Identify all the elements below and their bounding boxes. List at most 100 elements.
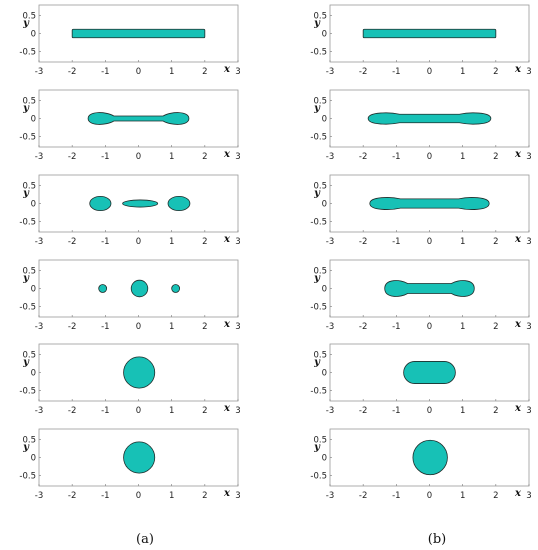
- x-tick-label: 1: [169, 491, 174, 501]
- panel-b-3: -3 -2 -1 0 1 2 3 0.5 0 -0.5 x y: [310, 174, 532, 247]
- x-tick-label: 2: [202, 152, 207, 162]
- panel-a-2: -3 -2 -1 0 1 2 3 0.5 0 -0.5 x y: [19, 89, 241, 162]
- y-axis-label: y: [22, 357, 30, 368]
- x-tick-label: 0: [136, 152, 141, 162]
- x-tick-label: -2: [68, 152, 76, 162]
- y-tick-label: 0.5: [313, 182, 327, 192]
- x-tick-label: -3: [326, 237, 334, 247]
- x-axis-label: x: [514, 234, 522, 245]
- x-axis-label: x: [514, 149, 522, 160]
- y-tick-label: -0.5: [310, 471, 327, 481]
- y-tick-label: -0.5: [310, 132, 327, 142]
- droplet-shape: [89, 195, 112, 212]
- x-tick-label: 3: [526, 237, 531, 247]
- y-tick-label: 0.5: [313, 97, 327, 107]
- x-tick-label: 1: [460, 322, 465, 332]
- x-tick-label: -3: [326, 406, 334, 416]
- y-tick-label: -0.5: [19, 302, 36, 312]
- y-axis-label: y: [22, 103, 30, 114]
- y-axis-label: y: [313, 103, 321, 114]
- x-tick-label: 0: [427, 491, 432, 501]
- y-axis-label: y: [313, 442, 321, 453]
- x-tick-label: 3: [235, 406, 240, 416]
- x-tick-label: -2: [359, 322, 367, 332]
- caption-a: (a): [136, 532, 154, 547]
- x-tick-label: -3: [326, 152, 334, 162]
- y-tick-label: -0.5: [310, 386, 327, 396]
- x-tick-label: 1: [460, 237, 465, 247]
- x-axis-label: x: [223, 234, 231, 245]
- x-tick-label: 1: [169, 152, 174, 162]
- y-tick-label: -0.5: [19, 47, 36, 57]
- x-tick-label: -1: [392, 322, 400, 332]
- y-axis-label: y: [313, 18, 321, 29]
- y-tick-label: 0: [31, 115, 36, 125]
- y-tick-label: 0: [322, 285, 327, 295]
- x-tick-label: -3: [326, 322, 334, 332]
- x-tick-label: -2: [359, 406, 367, 416]
- x-tick-label: 2: [202, 322, 207, 332]
- y-tick-label: -0.5: [19, 471, 36, 481]
- x-tick-label: 1: [460, 67, 465, 77]
- droplet-shape: [123, 356, 156, 389]
- x-tick-label: 3: [526, 491, 531, 501]
- droplet-shape: [130, 279, 149, 298]
- droplet-shape: [171, 284, 181, 293]
- x-tick-label: -1: [101, 322, 109, 332]
- x-tick-label: 3: [235, 67, 240, 77]
- x-tick-label: 2: [202, 406, 207, 416]
- x-axis-label: x: [223, 149, 231, 160]
- x-tick-label: 3: [235, 322, 240, 332]
- x-tick-label: 0: [136, 322, 141, 332]
- x-tick-label: 0: [136, 67, 141, 77]
- y-tick-label: 0.5: [22, 436, 36, 446]
- x-tick-label: 3: [235, 152, 240, 162]
- panel-b-6: -3 -2 -1 0 1 2 3 0.5 0 -0.5 x y: [310, 428, 532, 501]
- x-axis-label: x: [223, 488, 231, 499]
- x-tick-label: 0: [136, 237, 141, 247]
- x-tick-label: 0: [427, 322, 432, 332]
- x-tick-label: -1: [392, 237, 400, 247]
- x-tick-label: -2: [359, 237, 367, 247]
- y-tick-label: 0: [322, 30, 327, 40]
- x-tick-label: -1: [101, 406, 109, 416]
- x-tick-label: 3: [235, 237, 240, 247]
- x-tick-label: 0: [136, 491, 141, 501]
- y-axis-label: y: [313, 273, 321, 284]
- y-tick-label: 0: [31, 285, 36, 295]
- panel-b-5: -3 -2 -1 0 1 2 3 0.5 0 -0.5 x y: [310, 343, 532, 416]
- y-tick-label: 0.5: [313, 267, 327, 277]
- droplet-shape: [122, 199, 159, 208]
- x-tick-label: 3: [526, 406, 531, 416]
- x-tick-label: -2: [359, 491, 367, 501]
- y-tick-label: 0: [31, 369, 36, 379]
- droplet-shape: [369, 197, 490, 210]
- x-tick-label: 2: [493, 152, 498, 162]
- droplet-shape: [167, 195, 191, 212]
- x-tick-label: -3: [35, 67, 43, 77]
- x-tick-label: 3: [235, 491, 240, 501]
- x-axis-label: x: [514, 403, 522, 414]
- x-tick-label: 2: [493, 322, 498, 332]
- x-tick-label: -2: [68, 406, 76, 416]
- y-tick-label: 0: [322, 369, 327, 379]
- x-tick-label: -1: [101, 237, 109, 247]
- x-tick-label: 2: [493, 406, 498, 416]
- x-tick-label: 1: [460, 152, 465, 162]
- y-tick-label: 0.5: [22, 351, 36, 361]
- x-tick-label: -1: [392, 491, 400, 501]
- y-axis-label: y: [22, 442, 30, 453]
- x-tick-label: -1: [392, 67, 400, 77]
- x-tick-label: -2: [68, 322, 76, 332]
- y-tick-label: 0: [322, 115, 327, 125]
- y-tick-label: -0.5: [19, 132, 36, 142]
- x-tick-label: 0: [427, 152, 432, 162]
- y-tick-label: 0.5: [313, 12, 327, 22]
- x-tick-label: 0: [427, 237, 432, 247]
- x-tick-label: 2: [202, 237, 207, 247]
- y-tick-label: 0: [31, 454, 36, 464]
- panel-a-4: -3 -2 -1 0 1 2 3 0.5 0 -0.5 x y: [19, 259, 241, 332]
- x-axis-label: x: [223, 319, 231, 330]
- x-tick-label: -3: [35, 322, 43, 332]
